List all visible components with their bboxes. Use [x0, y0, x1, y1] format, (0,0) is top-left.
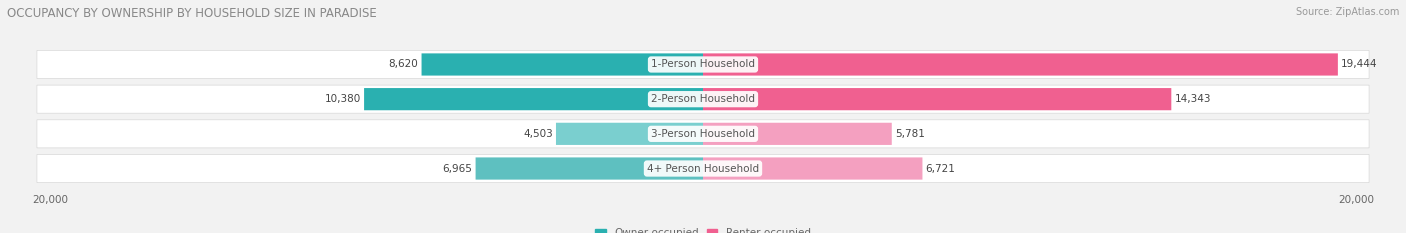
FancyBboxPatch shape [422, 53, 703, 75]
FancyBboxPatch shape [703, 88, 1171, 110]
FancyBboxPatch shape [364, 88, 703, 110]
Text: 1-Person Household: 1-Person Household [651, 59, 755, 69]
Text: 4+ Person Household: 4+ Person Household [647, 164, 759, 174]
Text: OCCUPANCY BY OWNERSHIP BY HOUSEHOLD SIZE IN PARADISE: OCCUPANCY BY OWNERSHIP BY HOUSEHOLD SIZE… [7, 7, 377, 20]
FancyBboxPatch shape [37, 154, 1369, 183]
Text: 4,503: 4,503 [523, 129, 553, 139]
FancyBboxPatch shape [703, 53, 1339, 75]
Text: 3-Person Household: 3-Person Household [651, 129, 755, 139]
FancyBboxPatch shape [475, 158, 703, 180]
Legend: Owner-occupied, Renter-occupied: Owner-occupied, Renter-occupied [591, 224, 815, 233]
Text: 10,380: 10,380 [325, 94, 361, 104]
Text: 19,444: 19,444 [1341, 59, 1378, 69]
FancyBboxPatch shape [703, 158, 922, 180]
FancyBboxPatch shape [37, 120, 1369, 148]
Text: 8,620: 8,620 [388, 59, 418, 69]
Text: Source: ZipAtlas.com: Source: ZipAtlas.com [1295, 7, 1399, 17]
FancyBboxPatch shape [37, 85, 1369, 113]
Text: 5,781: 5,781 [896, 129, 925, 139]
FancyBboxPatch shape [555, 123, 703, 145]
Text: 6,721: 6,721 [925, 164, 956, 174]
FancyBboxPatch shape [703, 123, 891, 145]
Text: 6,965: 6,965 [443, 164, 472, 174]
Text: 14,343: 14,343 [1174, 94, 1211, 104]
FancyBboxPatch shape [37, 50, 1369, 79]
Text: 2-Person Household: 2-Person Household [651, 94, 755, 104]
